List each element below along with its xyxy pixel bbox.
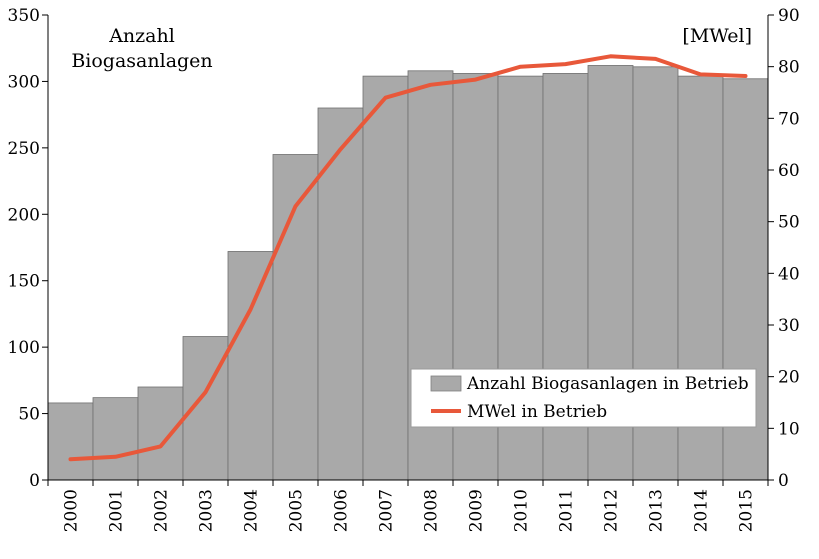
x-tick-label: 2010: [512, 489, 532, 532]
x-tick-label: 2003: [197, 489, 217, 532]
line-series: [68, 54, 748, 462]
right-tick-label: 30: [778, 316, 800, 336]
x-axis-ticks: 2000 2001 2002 2003 2004 2005 2006 2007 2008 2009…: [47, 480, 769, 532]
legend-label-bar: Anzahl Biogasanlagen in Betrieb: [466, 374, 749, 394]
x-tick-label: 2009: [467, 489, 487, 532]
bar-2004: [227, 251, 274, 481]
left-tick-label: 350: [8, 6, 40, 26]
x-tick-label: 2007: [377, 489, 397, 532]
right-tick-label: 60: [778, 161, 800, 181]
x-tick-label: 2000: [62, 489, 82, 532]
x-tick-label: 2002: [152, 489, 172, 532]
left-axis-annotation-line2: Biogasanlagen: [71, 50, 212, 72]
left-tick-label: 50: [18, 405, 40, 425]
left-tick-label: 200: [8, 205, 40, 225]
right-axis-annotation: [MWel]: [682, 25, 752, 47]
legend-swatch-bar: [430, 375, 462, 392]
bar-2001: [92, 397, 139, 481]
right-tick-label: 90: [778, 6, 800, 26]
left-tick-label: 300: [8, 72, 40, 92]
right-tick-label: 40: [778, 264, 800, 284]
right-axis-ticks: 0 10 20 30 40 50 60 70 80 90: [768, 6, 800, 491]
right-tick-label: 70: [778, 109, 800, 129]
x-tick-label: 2001: [107, 489, 127, 532]
x-tick-label: 2015: [737, 489, 757, 532]
left-tick-label: 250: [8, 139, 40, 159]
x-tick-label: 2004: [242, 489, 262, 532]
legend: Anzahl Biogasanlagen in Betrieb MWel in …: [410, 368, 757, 428]
left-tick-label: 150: [8, 272, 40, 292]
bar-2006: [317, 107, 364, 481]
left-axis-ticks: 0 50 100 150 200 250 300 350: [8, 6, 48, 491]
right-tick-label: 20: [778, 368, 800, 388]
legend-box: [410, 368, 757, 428]
bar-2007: [362, 75, 409, 481]
right-tick-label: 10: [778, 419, 800, 439]
right-tick-label: 50: [778, 213, 800, 233]
left-tick-label: 100: [8, 338, 40, 358]
x-tick-label: 2006: [332, 489, 352, 532]
x-tick-label: 2014: [692, 489, 712, 532]
x-tick-label: 2011: [557, 489, 577, 532]
right-tick-label: 80: [778, 58, 800, 78]
axis-annotations: Anzahl Biogasanlagen [MWel]: [71, 25, 752, 72]
left-axis-annotation-line1: Anzahl: [108, 25, 175, 47]
line-mwel: [68, 54, 748, 462]
legend-label-line: MWel in Betrieb: [467, 402, 607, 422]
x-tick-label: 2008: [422, 489, 442, 532]
x-tick-label: 2005: [287, 489, 307, 532]
left-tick-label: 0: [29, 471, 40, 491]
x-tick-label: 2012: [602, 489, 622, 532]
right-tick-label: 0: [778, 471, 789, 491]
bar-2002: [137, 386, 184, 481]
bar-2000: [47, 402, 94, 481]
x-tick-label: 2013: [647, 489, 667, 532]
